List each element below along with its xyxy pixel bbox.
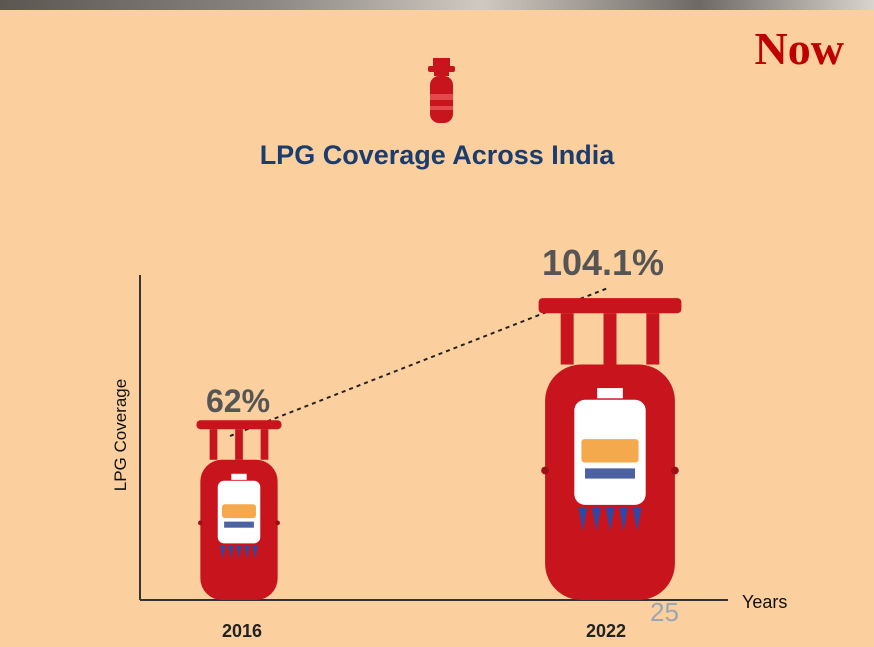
cylinder-handle-left-0 xyxy=(209,429,218,460)
lpg-cylinder-title-icon xyxy=(428,58,455,123)
tick-label-2016: 2016 xyxy=(222,621,262,641)
cylinder-seam-left-1 xyxy=(541,466,549,475)
cylinder-handle-right-1 xyxy=(646,313,660,365)
emblem-flame-band-1 xyxy=(581,439,639,463)
bar-2022-cylinder xyxy=(538,298,682,600)
tick-label-2022: 2022 xyxy=(586,621,626,641)
emblem-handle-1 xyxy=(597,388,623,399)
emblem-burner-flame-1-4 xyxy=(632,507,642,532)
cylinder-seam-right-0 xyxy=(275,520,280,526)
emblem-burner-flame-0-3 xyxy=(244,545,250,559)
bar-2016-cylinder xyxy=(196,420,282,600)
page-number: 25 xyxy=(650,597,679,627)
data-label-2022: 104.1% xyxy=(542,242,664,283)
x-axis-label: Years xyxy=(742,592,787,612)
cylinder-handle-right-0 xyxy=(260,429,269,460)
data-label-2016: 62% xyxy=(206,383,270,419)
top-photo-strip xyxy=(0,0,874,10)
cylinder-seam-right-1 xyxy=(671,466,679,475)
chart-title: LPG Coverage Across India xyxy=(259,140,615,170)
cylinder-collar-1 xyxy=(538,298,682,314)
y-axis-label: LPG Coverage xyxy=(111,379,130,491)
emblem-text-band-0 xyxy=(224,521,254,528)
emblem-flame-band-0 xyxy=(221,504,257,519)
emblem-text-band-1 xyxy=(585,468,635,479)
cylinder-collar-0 xyxy=(196,420,282,430)
emblem-burner-flame-0-2 xyxy=(236,545,242,559)
cylinder-handle-mid-0 xyxy=(235,429,243,460)
emblem-burner-flame-1-3 xyxy=(619,507,628,532)
emblem-burner-flame-0-0 xyxy=(220,545,226,559)
cylinder-handle-mid-1 xyxy=(603,313,617,365)
cylinder-seam-left-0 xyxy=(198,520,203,526)
emblem-burner-flame-0-1 xyxy=(228,545,234,559)
emblem-burner-flame-1-1 xyxy=(592,507,601,532)
emblem-handle-0 xyxy=(231,473,247,480)
emblem-burner-flame-1-2 xyxy=(605,507,615,532)
emblem-burner-flame-1-0 xyxy=(578,507,588,532)
cylinder-handle-left-1 xyxy=(560,313,574,365)
emblem-burner-flame-0-4 xyxy=(252,545,258,559)
now-label: Now xyxy=(754,23,844,74)
